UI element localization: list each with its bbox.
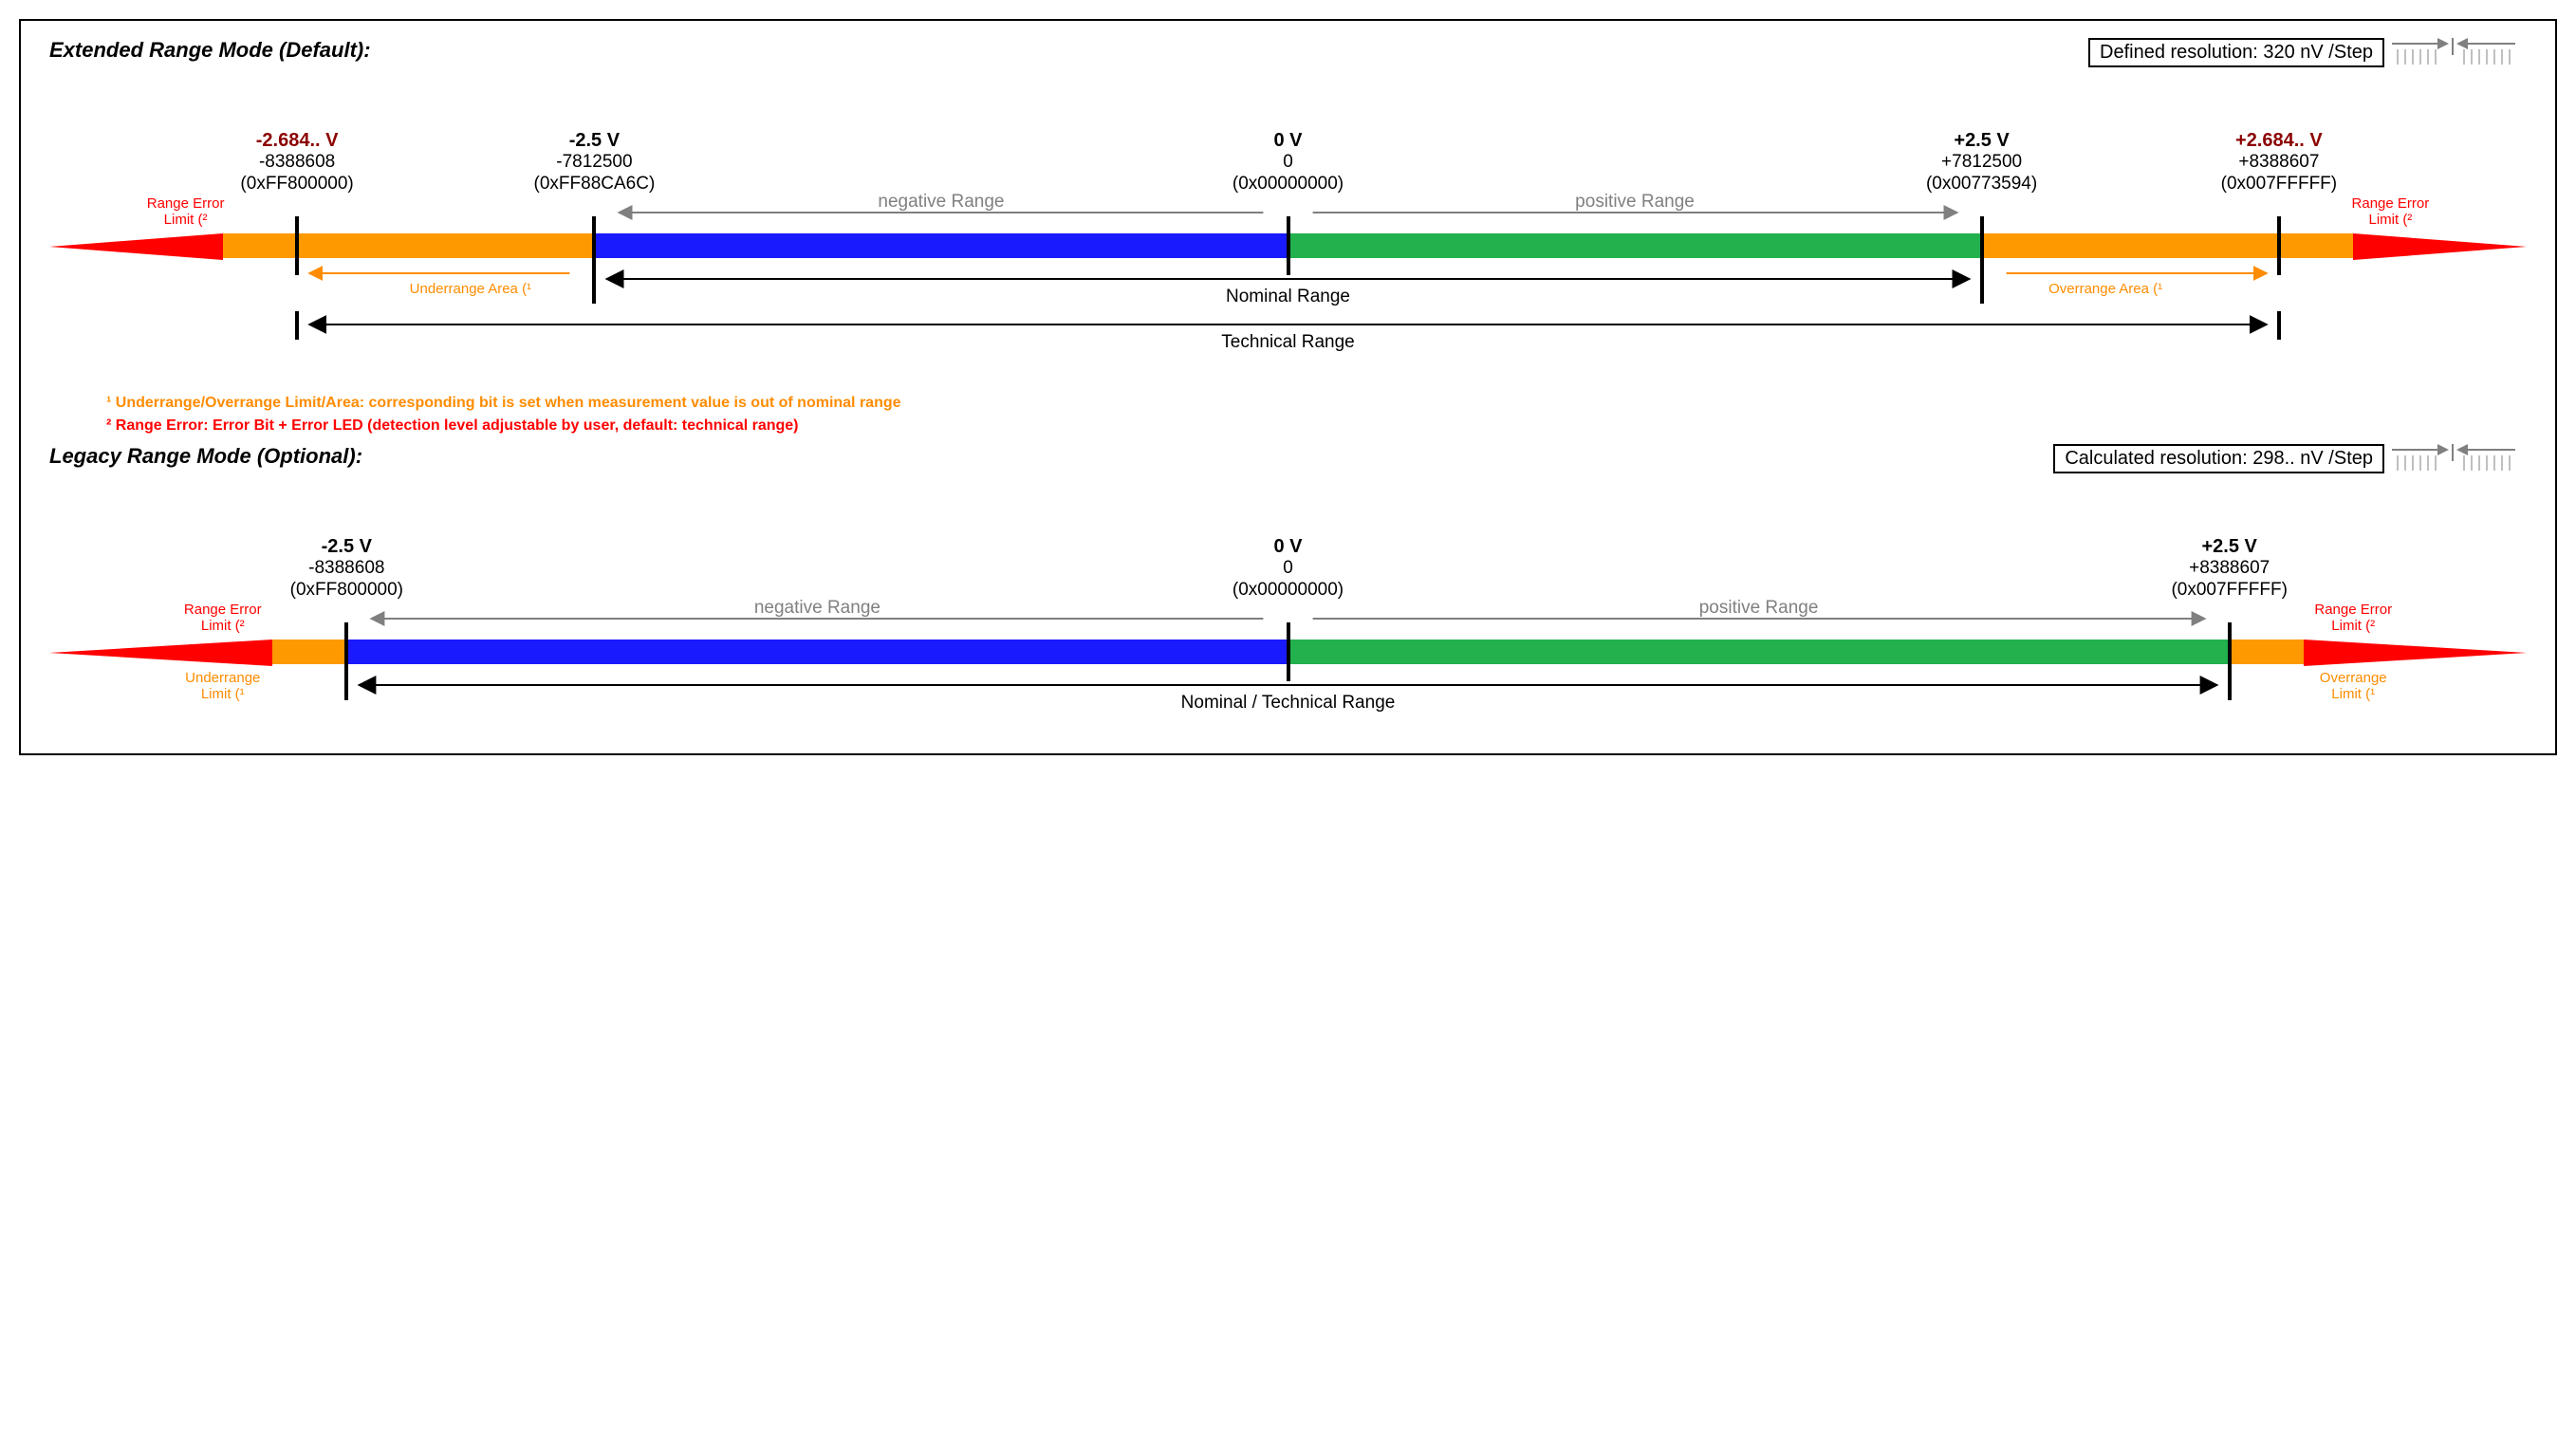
diagram-label: Underrange Area (¹ bbox=[410, 281, 531, 297]
diagram-label: Nominal Range bbox=[1226, 287, 1350, 307]
tick-mark bbox=[1287, 622, 1290, 681]
value-block: 0 V0(0x00000000) bbox=[1232, 129, 1344, 195]
ruler-icon-extended bbox=[2392, 38, 2515, 66]
footnotes: ¹ Underrange/Overrange Limit/Area: corre… bbox=[106, 395, 2527, 435]
diagram-frame: Extended Range Mode (Default): Defined r… bbox=[19, 19, 2557, 755]
tick-mark bbox=[1980, 216, 1984, 275]
tick-mark bbox=[2277, 216, 2281, 275]
diagram-label: Range Error Limit (² bbox=[184, 602, 262, 634]
value-block: -2.684.. V-8388608(0xFF800000) bbox=[240, 129, 353, 195]
diagram-label: Underrange Limit (¹ bbox=[185, 670, 260, 702]
diagram-label: Overrange Area (¹ bbox=[2048, 281, 2162, 297]
tick-mark bbox=[295, 216, 299, 275]
diagram-label: Nominal / Technical Range bbox=[1181, 693, 1396, 714]
tick-mark bbox=[1287, 216, 1290, 275]
diagram-label: positive Range bbox=[1699, 598, 1819, 619]
diagram-label: negative Range bbox=[878, 192, 1004, 213]
extended-section: -2.684.. V-8388608(0xFF800000) -2.5 V-781… bbox=[49, 129, 2527, 366]
diagram-label: Technical Range bbox=[1221, 332, 1354, 353]
value-block: -2.5 V-8388608(0xFF800000) bbox=[290, 535, 403, 602]
value-block: +2.5 V+7812500(0x00773594) bbox=[1926, 129, 2037, 195]
tick-mark bbox=[592, 216, 596, 275]
diagram-label: Overrange Limit (¹ bbox=[2320, 670, 2387, 702]
diagram-label: Range Error Limit (² bbox=[147, 195, 225, 228]
diagram-label: positive Range bbox=[1575, 192, 1695, 213]
diagram-label: Range Error Limit (² bbox=[2352, 195, 2430, 228]
diagram-label: negative Range bbox=[754, 598, 880, 619]
value-block: 0 V0(0x00000000) bbox=[1232, 535, 1344, 602]
footnote-2: ² Range Error: Error Bit + Error LED (de… bbox=[106, 417, 2527, 435]
ruler-icon-legacy bbox=[2392, 444, 2515, 473]
value-block: +2.5 V+8388607(0x007FFFFF) bbox=[2171, 535, 2287, 602]
extended-resolution-box: Defined resolution: 320 nV /Step bbox=[2088, 38, 2384, 67]
footnote-1: ¹ Underrange/Overrange Limit/Area: corre… bbox=[106, 395, 2527, 412]
value-block: -2.5 V-7812500(0xFF88CA6C) bbox=[534, 129, 656, 195]
value-block: +2.684.. V+8388607(0x007FFFFF) bbox=[2221, 129, 2337, 195]
legacy-resolution-box: Calculated resolution: 298.. nV /Step bbox=[2053, 444, 2384, 473]
diagram-label: Range Error Limit (² bbox=[2314, 602, 2392, 634]
legacy-section: -2.5 V-8388608(0xFF800000) 0 V0(0x0000000… bbox=[49, 535, 2527, 725]
